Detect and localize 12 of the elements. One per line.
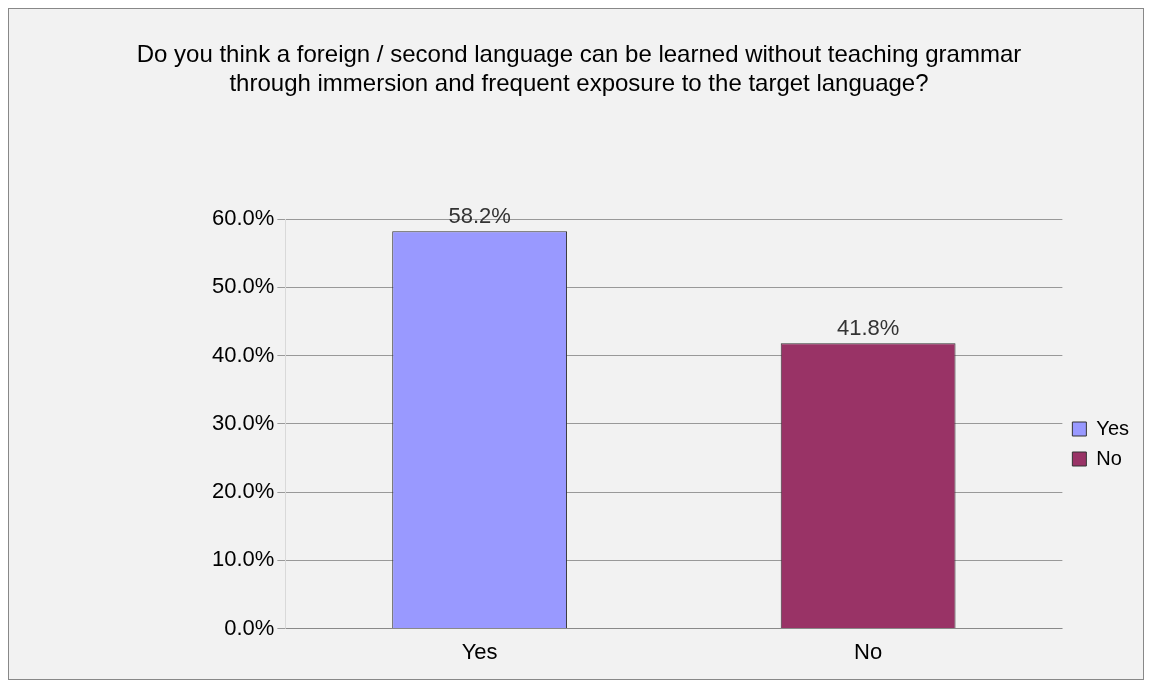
legend-label: Yes — [1096, 416, 1130, 439]
legend-label: No — [1096, 446, 1122, 469]
y-tick-label: 30.0% — [211, 409, 275, 435]
y-tick-label: 60.0% — [211, 205, 275, 231]
chart-title: Do you think a foreign / second language can be learned without teaching grammar through immersion and frequent exposure to the target language? — [135, 39, 1023, 97]
y-tick-label: 50.0% — [211, 273, 275, 299]
y-tick-label: 20.0% — [211, 478, 275, 504]
y-tick-label: 40.0% — [211, 341, 275, 367]
y-tick-label: 10.0% — [211, 546, 275, 572]
y-tick-label: 0.0% — [224, 614, 275, 640]
data-label: 58.2% — [448, 203, 511, 229]
data-label: 41.8% — [836, 315, 900, 341]
